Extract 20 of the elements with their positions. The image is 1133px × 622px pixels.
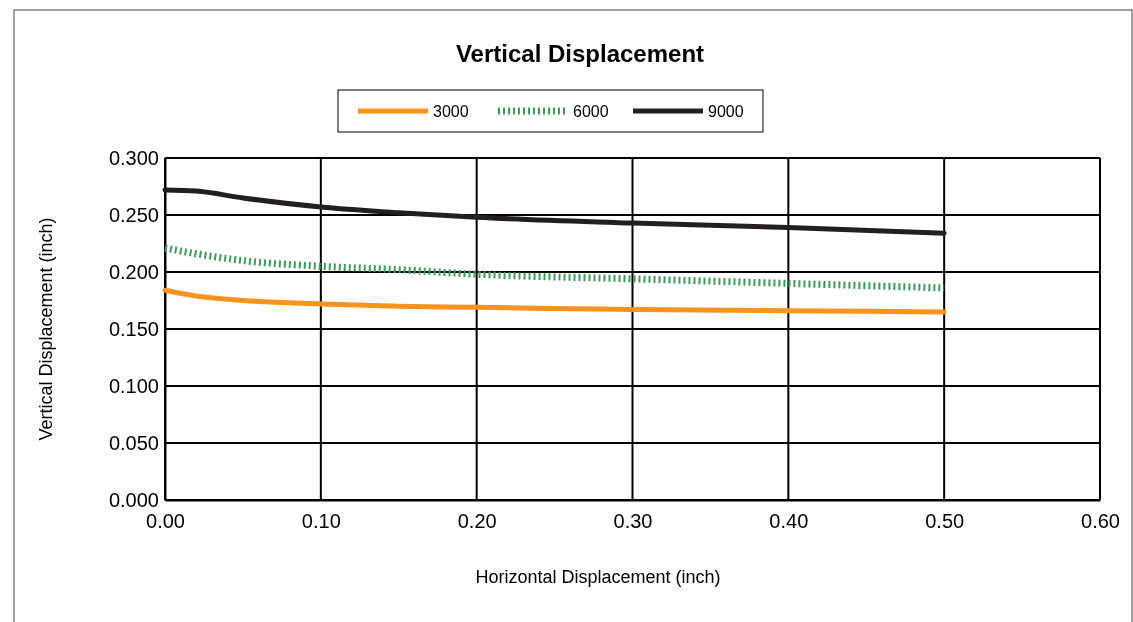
y-tick-label: 0.100 [108,374,159,397]
x-tick-label: 0.00 [146,510,185,533]
x-tick-label: 0.50 [925,510,965,533]
y-axis-title: Vertical Displacement (inch) [36,217,56,441]
x-axis-title: Horizontal Displacement (inch) [475,567,721,587]
y-tick-label: 0.250 [108,203,159,226]
y-tick-label: 0.200 [108,260,159,283]
chart-title: Vertical Displacement [455,40,705,67]
x-tick-label: 0.60 [1081,510,1120,533]
y-tick-label: 0.300 [108,146,159,169]
x-tick-label: 0.10 [301,510,341,533]
x-tick-label: 0.20 [457,510,497,533]
legend-label: 6000 [573,103,609,120]
y-tick-label: 0.150 [108,317,159,340]
y-tick-label: 0.050 [108,431,159,454]
legend-label: 9000 [708,103,744,120]
x-tick-label: 0.30 [613,510,653,533]
y-tick-label: 0.000 [108,488,159,511]
legend-label: 3000 [433,103,469,120]
x-tick-label: 0.40 [769,510,809,533]
